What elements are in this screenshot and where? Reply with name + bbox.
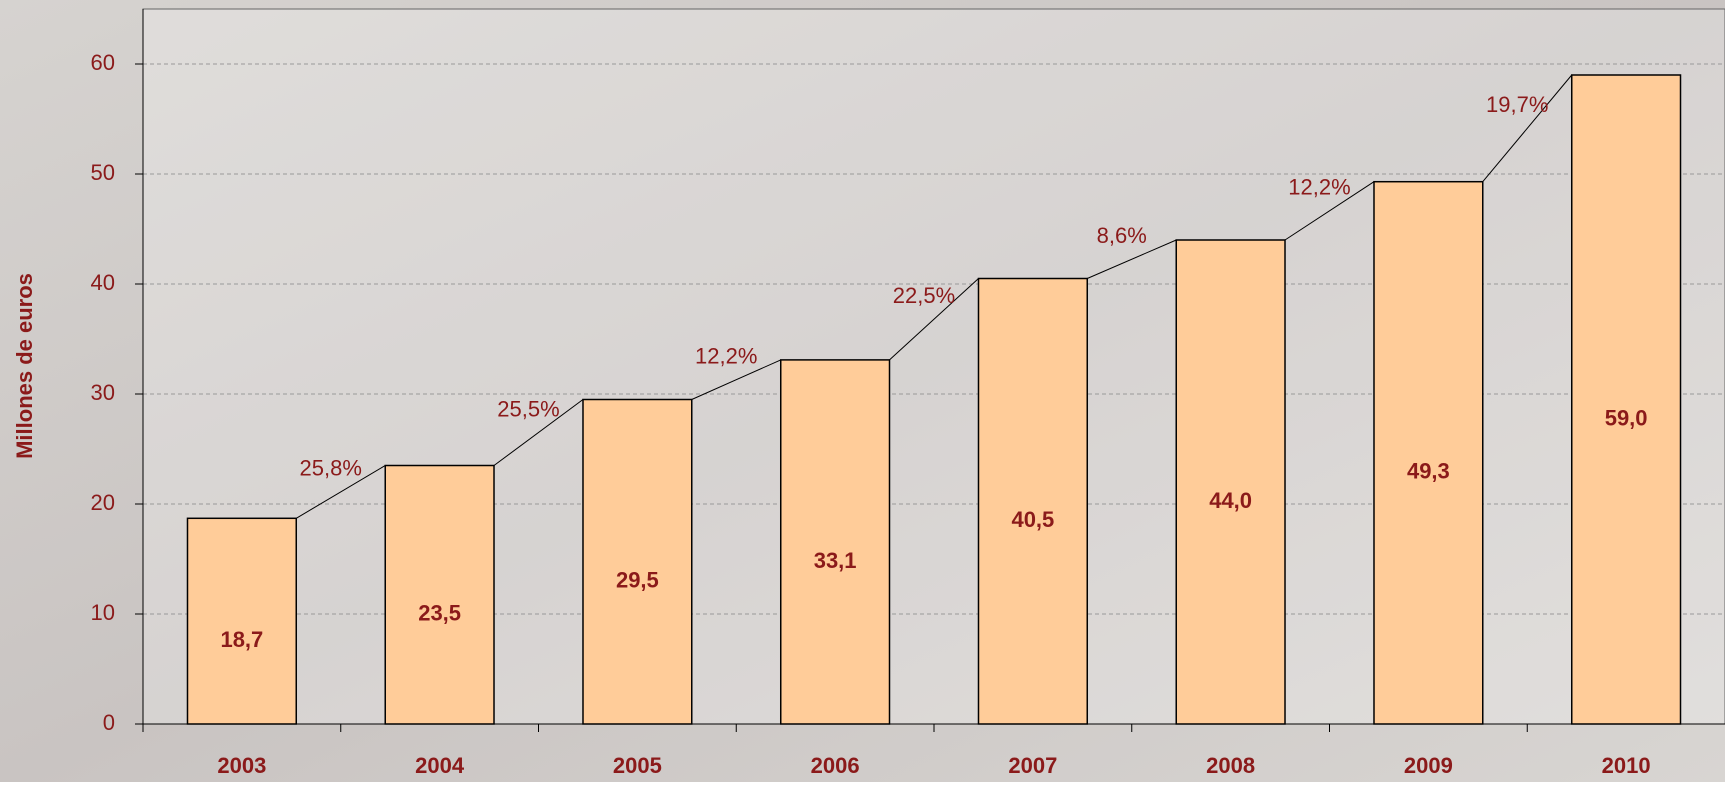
- value-label: 59,0: [1605, 405, 1648, 430]
- y-tick-label: 0: [103, 710, 115, 735]
- value-label: 40,5: [1011, 507, 1054, 532]
- bar: [384, 464, 495, 725]
- x-tick-label: 2010: [1602, 753, 1651, 778]
- bar: [1570, 74, 1682, 725]
- growth-label: 8,6%: [1097, 223, 1147, 248]
- value-label: 33,1: [814, 548, 857, 573]
- value-label: 18,7: [220, 627, 263, 652]
- bar: [1373, 180, 1484, 725]
- value-label: 29,5: [616, 568, 659, 593]
- x-tick-label: 2008: [1206, 753, 1255, 778]
- value-label: 44,0: [1209, 488, 1252, 513]
- y-tick-label: 10: [91, 600, 115, 625]
- x-tick-label: 2006: [811, 753, 860, 778]
- x-tick-label: 2007: [1008, 753, 1057, 778]
- value-label: 49,3: [1407, 459, 1450, 484]
- growth-label: 12,2%: [695, 344, 757, 369]
- bar: [186, 517, 298, 725]
- x-tick-label: 2003: [217, 753, 266, 778]
- connector: [296, 465, 386, 519]
- connector: [1482, 74, 1573, 183]
- bar: [1175, 239, 1286, 725]
- bar: [779, 359, 891, 725]
- value-label: 23,5: [418, 601, 461, 626]
- growth-label: 22,5%: [893, 283, 955, 308]
- connector: [889, 278, 979, 361]
- connector: [493, 399, 584, 466]
- bar: [977, 277, 1089, 725]
- y-tick-label: 30: [91, 380, 115, 405]
- growth-label: 19,7%: [1486, 92, 1548, 117]
- connector: [1284, 181, 1375, 241]
- x-tick-label: 2005: [613, 753, 662, 778]
- y-tick-label: 50: [91, 160, 115, 185]
- connector: [1087, 239, 1177, 279]
- y-tick-label: 60: [91, 50, 115, 75]
- y-axis-title: Millones de euros: [12, 273, 37, 459]
- x-tick-label: 2004: [415, 753, 465, 778]
- growth-label: 12,2%: [1288, 175, 1350, 200]
- connector: [691, 359, 781, 400]
- x-tick-label: 2009: [1404, 753, 1453, 778]
- bar: [582, 398, 693, 725]
- growth-label: 25,8%: [300, 456, 362, 481]
- y-tick-label: 40: [91, 270, 115, 295]
- y-tick-label: 20: [91, 490, 115, 515]
- growth-label: 25,5%: [497, 396, 559, 421]
